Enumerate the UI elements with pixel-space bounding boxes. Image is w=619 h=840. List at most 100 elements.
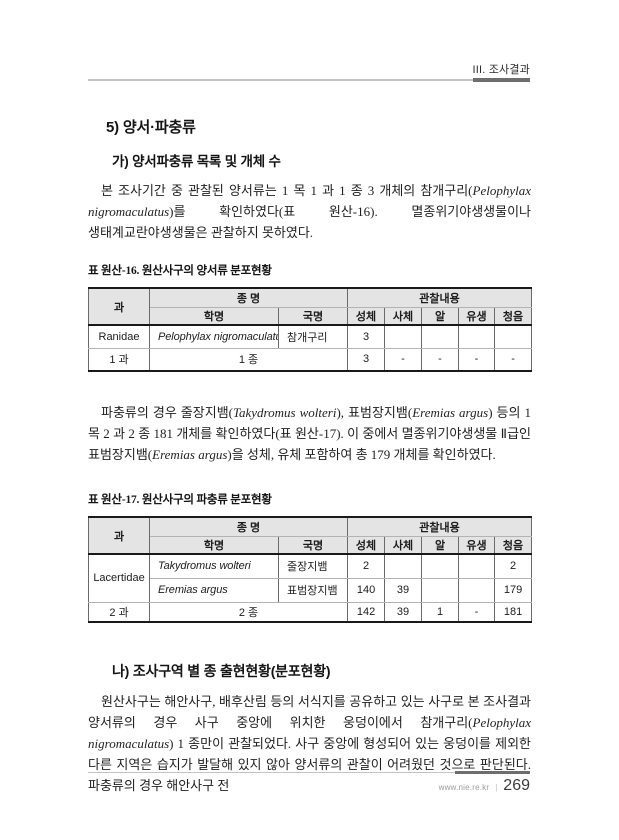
- running-header-title: III. 조사결과: [472, 64, 530, 76]
- column-header-juvenile: 유생: [458, 535, 496, 555]
- cell-korean-name: 줄장지뱀: [277, 553, 349, 579]
- cell-carcass-count: [384, 324, 423, 349]
- column-header-call: 청음: [494, 535, 533, 555]
- column-header-egg: 알: [421, 306, 460, 326]
- cell-juvenile-count: [458, 553, 496, 579]
- table-header-row: 학명 국명 성체 사체 알 유생 청음: [89, 306, 533, 326]
- table16-caption: 표 원산-16. 원산사구의 양서류 분포현황: [88, 265, 272, 277]
- cell-total-call: -: [494, 347, 533, 372]
- header-rule: [88, 78, 530, 82]
- table-header-row: 과 종 명 관찰내용: [88, 287, 533, 326]
- page-number: 269: [503, 777, 530, 794]
- cell-total-juvenile: -: [458, 347, 496, 372]
- table-row-total: 1 과 1 종 3 - - - -: [88, 347, 533, 372]
- paragraph-distribution: 원산사구는 해안사구, 배후산림 등의 서식지를 공유하고 있는 사구로 본 조…: [88, 691, 531, 796]
- amphibian-distribution-table: 과 종 명 관찰내용 학명 국명 성체 사체 알 유생 청음 Ranidae P: [88, 287, 533, 372]
- cell-total-carcass: -: [384, 347, 423, 372]
- column-header-juvenile: 유생: [458, 306, 496, 326]
- cell-total-family: 1 과: [88, 347, 150, 372]
- cell-scientific-name: Takydromus wolteri: [149, 553, 279, 579]
- column-header-adult: 성체: [347, 535, 386, 555]
- reptile-distribution-table: 과 종 명 관찰내용 학명 국명 성체 사체 알 유생 청음 Lacertida…: [88, 516, 533, 623]
- text-run: ) 1 종만이 관찰되었다. 사구 중앙에 형성되어 있는 웅덩이를 제외한 다…: [88, 736, 531, 793]
- cell-total-call: 181: [494, 601, 533, 623]
- table-row-species: Eremias argus 표범장지뱀 140 39 179: [89, 577, 533, 603]
- column-header-adult: 성체: [347, 306, 386, 326]
- table-header-row: 학명 국명 성체 사체 알 유생 청음: [89, 535, 533, 555]
- paragraph-reptile-summary: 파충류의 경우 줄장지뱀(Takydromus wolteri), 표범장지뱀(…: [88, 402, 531, 465]
- column-header-scientific-name: 학명: [149, 306, 279, 326]
- column-header-family: 과: [88, 287, 150, 326]
- column-group-species: 종 명: [148, 287, 349, 308]
- cell-call-count: 2: [494, 553, 533, 579]
- subsection-heading-a: 가) 양서파충류 목록 및 개체 수: [112, 154, 281, 169]
- column-header-egg: 알: [421, 535, 460, 555]
- cell-family: Lacertidae: [88, 553, 150, 603]
- footer: www.nie.re.kr | 269: [439, 777, 530, 795]
- cell-egg-count: [421, 553, 460, 579]
- cell-call-count: 179: [494, 577, 533, 603]
- cell-juvenile-count: [458, 577, 496, 603]
- cell-total-species: 2 종: [148, 601, 349, 623]
- text-run: ), 표범장지뱀(: [336, 405, 413, 420]
- cell-carcass-count: 39: [384, 577, 423, 603]
- column-header-call: 청음: [494, 306, 533, 326]
- column-header-family: 과: [88, 516, 150, 555]
- page-content: 5) 양서·파충류 가) 양서파충류 목록 및 개체 수 본 조사기간 중 관찰…: [88, 80, 533, 796]
- scientific-name: Takydromus wolteri: [232, 405, 337, 420]
- cell-call-count: [494, 324, 533, 349]
- cell-total-adult: 142: [347, 601, 386, 623]
- table16-head: 과 종 명 관찰내용 학명 국명 성체 사체 알 유생 청음: [88, 287, 533, 326]
- footer-separator: |: [495, 783, 498, 792]
- column-header-korean-name: 국명: [277, 535, 349, 555]
- paragraph-amphibian-summary: 본 조사기간 중 관찰된 양서류는 1 목 1 과 1 종 3 개체의 참개구리…: [88, 180, 531, 243]
- cell-juvenile-count: [458, 324, 496, 349]
- scientific-name: Pelophylax nigromaculatus: [88, 183, 531, 219]
- table17-caption: 표 원산-17. 원산사구의 파충류 분포현황: [88, 494, 272, 506]
- column-group-observation: 관찰내용: [347, 287, 533, 308]
- cell-scientific-name: Pelophylax nigromaculatus: [149, 324, 279, 349]
- cell-adult-count: 3: [347, 324, 386, 349]
- footer-rule: [88, 771, 530, 774]
- cell-carcass-count: [384, 553, 423, 579]
- cell-total-species: 1 종: [148, 347, 349, 372]
- text-run: )을 성체, 유체 포함하여 총 179 개체를 확인하였다.: [227, 447, 496, 462]
- text-run: 원산사구는 해안사구, 배후산림 등의 서식지를 공유하고 있는 사구로 본 조…: [88, 694, 531, 730]
- column-header-carcass: 사체: [384, 535, 423, 555]
- cell-total-carcass: 39: [384, 601, 423, 623]
- column-header-carcass: 사체: [384, 306, 423, 326]
- cell-total-egg: 1: [421, 601, 460, 623]
- text-run: 본 조사기간 중 관찰된 양서류는 1 목 1 과 1 종 3 개체의 참개구리…: [101, 183, 473, 198]
- cell-total-family: 2 과: [88, 601, 150, 623]
- section-heading: 5) 양서·파충류: [106, 119, 196, 136]
- footer-rule-accent: [455, 771, 530, 774]
- cell-scientific-name: Eremias argus: [149, 577, 279, 603]
- cell-family: Ranidae: [88, 324, 150, 349]
- subsection-heading-b: 나) 조사구역 별 종 출현현황(분포현황): [112, 663, 331, 679]
- table-row-species: Ranidae Pelophylax nigromaculatus 참개구리 3: [88, 324, 533, 349]
- text-run: )를 확인하였다(표 원산-16). 멸종위기야생생물이나 생태계교란야생생물은…: [88, 204, 531, 240]
- column-group-species: 종 명: [148, 516, 349, 537]
- table-row-species: Lacertidae Takydromus wolteri 줄장지뱀 2 2: [88, 553, 533, 603]
- table17-head: 과 종 명 관찰내용 학명 국명 성체 사체 알 유생 청음: [88, 516, 533, 555]
- cell-total-juvenile: -: [458, 601, 496, 623]
- cell-total-egg: -: [421, 347, 460, 372]
- scientific-name: Eremias argus: [152, 447, 228, 462]
- cell-egg-count: [421, 577, 460, 603]
- column-header-scientific-name: 학명: [149, 535, 279, 555]
- scientific-name: Pelophylax nigromaculatus: [88, 715, 531, 751]
- cell-adult-count: 140: [347, 577, 386, 603]
- cell-egg-count: [421, 324, 460, 349]
- footer-site-url: www.nie.re.kr: [438, 783, 490, 792]
- table-header-row: 과 종 명 관찰내용: [88, 516, 533, 555]
- text-run: 파충류의 경우 줄장지뱀(: [101, 405, 233, 420]
- column-group-observation: 관찰내용: [347, 516, 533, 537]
- scientific-name: Eremias argus: [412, 405, 489, 420]
- text-run: ) 등의 1 목 2 과 2 종 181 개체를 확인하였다(표 원산-17).…: [88, 405, 532, 462]
- header-rule-accent: [473, 78, 530, 82]
- table-row-total: 2 과 2 종 142 39 1 - 181: [88, 601, 533, 623]
- cell-total-adult: 3: [347, 347, 386, 372]
- cell-korean-name: 표범장지뱀: [277, 577, 349, 603]
- column-header-korean-name: 국명: [277, 306, 349, 326]
